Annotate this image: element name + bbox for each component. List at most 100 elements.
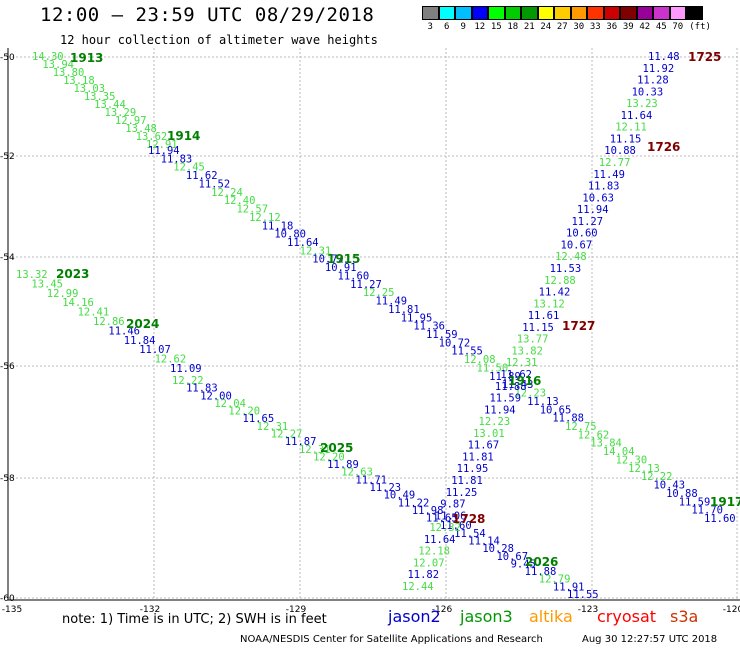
swh-value: 11.59 — [426, 329, 458, 341]
swh-value: 10.63 — [582, 192, 614, 204]
swh-value: 11.09 — [170, 363, 202, 375]
swh-value: 11.28 — [637, 75, 669, 87]
color-scale-label: 45 — [655, 22, 667, 32]
swh-value: 13.32 — [16, 269, 48, 281]
swh-value: 13.45 — [31, 278, 63, 290]
credit-line: NOAA/NESDIS Center for Satellite Applica… — [240, 634, 543, 645]
swh-value: 12.91 — [146, 139, 178, 151]
swh-value: 12.07 — [413, 557, 445, 569]
swh-value: 12.31 — [299, 444, 331, 456]
pass-number-label: 1726 — [647, 140, 680, 154]
swh-value: 12.86 — [93, 316, 125, 328]
swh-value: 11.07 — [139, 344, 171, 356]
swh-value: 11.14 — [468, 536, 500, 548]
swh-value: 11.88 — [525, 566, 557, 578]
swh-value: 11.64 — [424, 534, 456, 546]
swh-value: 11.82 — [407, 569, 439, 581]
swh-value: 12.23 — [514, 388, 546, 400]
swh-value: 13.77 — [517, 334, 549, 346]
swh-value: 10.28 — [482, 543, 514, 555]
color-scale-label: 15 — [490, 22, 502, 32]
swh-value: 13.62 — [136, 131, 168, 143]
swh-value: 12.44 — [402, 581, 434, 593]
color-scale-label: 12 — [474, 22, 486, 32]
swh-value: 11.83 — [186, 383, 218, 395]
axis-ticks: -135 -132 -129 -126 -123 -120 -50 -52 -54 -56 -58 -… — [0, 53, 740, 615]
pass-number-label: 2026 — [525, 555, 558, 569]
wave-height-color-scale — [422, 6, 703, 20]
swh-value: 12.48 — [555, 251, 587, 263]
swh-value: 11.98 — [412, 505, 444, 517]
swh-value: 14.16 — [62, 297, 94, 309]
swh-value: 11.94 — [577, 204, 609, 216]
swh-value: 11.71 — [355, 474, 387, 486]
y-tick-label: -54 — [0, 253, 15, 263]
swh-value: 10.43 — [653, 480, 685, 492]
swh-value: 11.60 — [338, 270, 370, 282]
swh-value: 13.44 — [94, 99, 126, 111]
swh-value: 13.12 — [533, 298, 565, 310]
x-tick-label: -126 — [432, 605, 453, 615]
swh-value: 11.83 — [161, 153, 193, 165]
swh-value: 12.11 — [615, 122, 647, 134]
x-tick-label: -129 — [286, 605, 307, 615]
swh-value: 11.48 — [648, 51, 680, 63]
swh-value: 11.89 — [327, 459, 359, 471]
color-scale-label: 9 — [460, 22, 466, 32]
swh-value: 12.79 — [539, 574, 571, 586]
swh-value: 12.41 — [78, 307, 110, 319]
color-swatch — [587, 6, 604, 20]
swh-value: 14.04 — [603, 446, 635, 458]
swh-value: 11.65 — [426, 513, 458, 525]
pass-number-label: 1725 — [688, 50, 721, 64]
color-scale-label: 33 — [589, 22, 601, 32]
swh-value: 11.95 — [401, 312, 433, 324]
swh-value: 11.59 — [679, 496, 711, 508]
color-swatch — [570, 6, 587, 20]
swh-value: 11.81 — [388, 304, 420, 316]
swh-value: 11.59 — [489, 393, 521, 405]
map-subtitle: 12 hour collection of altimeter wave hei… — [60, 33, 378, 47]
swh-value: 10.65 — [540, 404, 572, 416]
swh-value: 11.55 — [451, 346, 483, 358]
swh-value: 11.88 — [495, 381, 527, 393]
swh-value: 11.43 — [502, 379, 534, 391]
swh-value: 11.25 — [446, 487, 478, 499]
swh-value: 13.35 — [84, 91, 116, 103]
swh-value: 12.04 — [214, 398, 246, 410]
swh-value: 11.64 — [287, 237, 319, 249]
swh-value: 11.36 — [413, 321, 445, 333]
color-swatch — [669, 6, 686, 20]
swh-value: 11.50 — [477, 362, 509, 374]
color-swatch — [686, 6, 703, 20]
swh-value: 12.18 — [418, 546, 450, 558]
swh-value: 13.82 — [511, 345, 543, 357]
swh-value: 13.29 — [105, 107, 137, 119]
pass-number-label: 2024 — [126, 317, 159, 331]
color-swatch — [537, 6, 554, 20]
swh-value: 11.42 — [539, 287, 571, 299]
swh-value: 10.33 — [632, 86, 664, 98]
swh-value: 13.18 — [63, 75, 95, 87]
swh-value: 11.95 — [457, 463, 489, 475]
swh-value: 10.72 — [439, 337, 471, 349]
swh-value: 12.24 — [211, 187, 243, 199]
swh-value: 11.62 — [186, 170, 218, 182]
color-swatch — [438, 6, 455, 20]
swh-value: 12.99 — [47, 288, 79, 300]
swh-value: 9.87 — [440, 499, 465, 511]
y-tick-label: -56 — [0, 362, 15, 372]
y-tick-label: -60 — [0, 594, 15, 604]
swh-value: 11.89 — [489, 371, 521, 383]
swh-value: 11.53 — [550, 263, 582, 275]
swh-value: 11.81 — [451, 475, 483, 487]
swh-value: 11.94 — [484, 404, 516, 416]
pass-number-label: 1913 — [70, 51, 103, 65]
swh-value: 11.54 — [454, 528, 486, 540]
color-swatch — [636, 6, 653, 20]
x-tick-label: -123 — [578, 605, 598, 615]
swh-value: 12.45 — [173, 162, 205, 174]
swh-value: 12.27 — [271, 429, 303, 441]
swh-value: 12.31 — [506, 357, 538, 369]
